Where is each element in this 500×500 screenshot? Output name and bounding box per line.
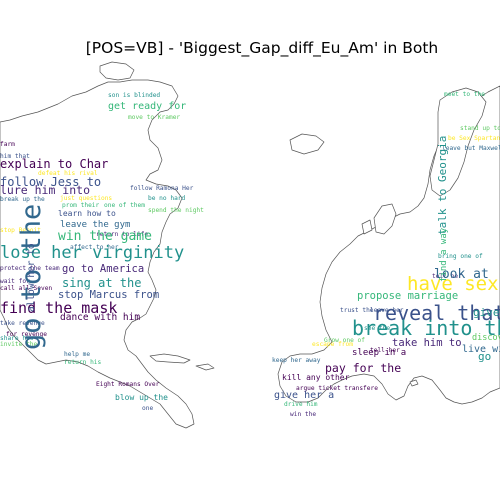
- europe-word-10: sleep in a: [352, 348, 406, 358]
- iceland-outline: [289, 133, 325, 155]
- america-word-7: explain to Char: [0, 157, 108, 171]
- america-small-word-25: one: [142, 405, 153, 412]
- america-small-word-16: call all Seven: [0, 285, 52, 292]
- europe-word-2: have sex: [407, 273, 499, 295]
- europe-small-word-6: leave her: [370, 307, 404, 314]
- europe-small-word-12: win the: [290, 411, 316, 418]
- america-small-word-11: spend the night: [148, 207, 204, 214]
- europe-small-word-14: trust the: [340, 307, 374, 314]
- america-small-word-3: move to Kramer: [128, 114, 180, 121]
- america-word-1: lose her virginity: [0, 243, 184, 263]
- europe-small-word-2: leave but Maxwell: [442, 145, 500, 152]
- europe-word-0: reveal that: [373, 301, 500, 325]
- america-word-12: dance with him: [60, 312, 140, 323]
- america-small-word-5: break up the: [0, 196, 45, 203]
- america-small-word-18: share his: [0, 335, 34, 342]
- america-word-0: go to the: [16, 204, 47, 350]
- europe-word-8: give her a: [274, 390, 334, 401]
- figure-title: [POS=VB] - 'Biggest_Gap_diff_Eu_Am' in B…: [86, 39, 438, 58]
- north-america-outline: [0, 79, 195, 429]
- america-word-2: win the game: [58, 229, 152, 244]
- europe-small-word-3: meet to the: [444, 91, 485, 98]
- europe-word-6: find a way: [439, 227, 449, 282]
- america-small-word-22: return his: [64, 359, 102, 366]
- america-word-6: stop Marcus from: [58, 289, 159, 301]
- america-word-8: allow her to: [26, 243, 37, 312]
- europe-word-15: discover: [472, 333, 500, 343]
- north-america-map: [0, 61, 215, 429]
- america-small-word-10: be no hard: [148, 195, 186, 202]
- america-small-word-24: Eight Romans Over: [96, 381, 160, 388]
- america-small-word-6: prom their: [62, 202, 100, 209]
- america-word-5: go to America: [62, 263, 144, 275]
- europe-small-word-1: be Sex Spartan: [448, 135, 500, 142]
- america-small-word-1: him that: [0, 153, 30, 160]
- europe-small-word-5: tell her: [370, 347, 400, 354]
- caribbean-islands: [149, 353, 215, 371]
- america-word-cloud: farm him that son is blinded move to Kramer…: [0, 92, 204, 412]
- america-word-4: sing at the: [62, 276, 141, 290]
- europe-small-word-11: drive him: [284, 401, 318, 408]
- europe-small-word-7: bring one of: [438, 253, 483, 260]
- small-island: [409, 379, 419, 387]
- america-small-word-2: son is blinded: [108, 92, 160, 99]
- british-isles: [361, 203, 397, 235]
- europe-word-1: break into the: [352, 316, 500, 340]
- europe-small-word-13: argue ticket transfere: [296, 385, 378, 392]
- america-small-word-9: follow Ramona Her: [130, 185, 194, 192]
- europe-map: [277, 85, 500, 405]
- europe-small-word-0: stand up to: [460, 125, 500, 132]
- europe-small-word-10: keep her away: [272, 357, 321, 364]
- europe-word-11: kill any other: [282, 373, 350, 382]
- europe-word-4: propose marriage: [357, 290, 458, 302]
- america-small-word-8: for revenge: [6, 331, 47, 338]
- europe-small-word-15: see the: [364, 325, 390, 332]
- america-small-word-19: invite the: [0, 341, 38, 348]
- america-word-11: lure him into: [0, 183, 90, 197]
- europe-word-12: live with: [462, 344, 500, 355]
- america-small-word-14: one of them: [104, 202, 145, 209]
- america-word-13: leave the gym: [60, 220, 130, 230]
- europe-word-cloud: stand up to be Sex Spartan leave but Maxwe…: [272, 91, 500, 418]
- america-small-word-12: just questions: [60, 195, 112, 202]
- europe-word-13: give: [473, 306, 500, 319]
- america-small-word-21: help me: [64, 351, 90, 358]
- america-word-15: blow up the: [115, 393, 168, 402]
- america-word-9: get ready for: [108, 101, 186, 112]
- europe-small-word-4: tell her: [432, 273, 462, 280]
- america-word-14: learn how to: [58, 209, 116, 218]
- america-small-word-23: protect the team: [0, 265, 60, 272]
- europe-small-word-8: Grow one of: [324, 337, 365, 344]
- america-small-word-17: take revenge: [0, 320, 45, 327]
- america-small-word-4: defeat his rival: [38, 170, 98, 177]
- america-word-3: find the mask: [0, 299, 117, 317]
- greenland-fragment: [99, 61, 135, 81]
- america-small-word-15: wait for: [0, 278, 30, 285]
- europe-word-3: look at: [434, 267, 489, 282]
- america-small-word-0: farm: [0, 141, 15, 148]
- europe-word-9: take him to: [392, 337, 462, 349]
- europe-word-14: go: [478, 350, 491, 363]
- europe-word-5: talk to Georgia: [436, 136, 449, 235]
- europe-word-7: pay for the: [325, 361, 401, 375]
- europe-small-word-9: escape from: [312, 341, 353, 348]
- america-small-word-13: affect to her: [70, 244, 119, 251]
- america-word-10: follow Jess to: [0, 175, 101, 189]
- america-small-word-7: return to life: [96, 231, 148, 238]
- america-small-word-20: stop Benoit: [0, 227, 41, 234]
- scandinavia-outline: [429, 87, 487, 197]
